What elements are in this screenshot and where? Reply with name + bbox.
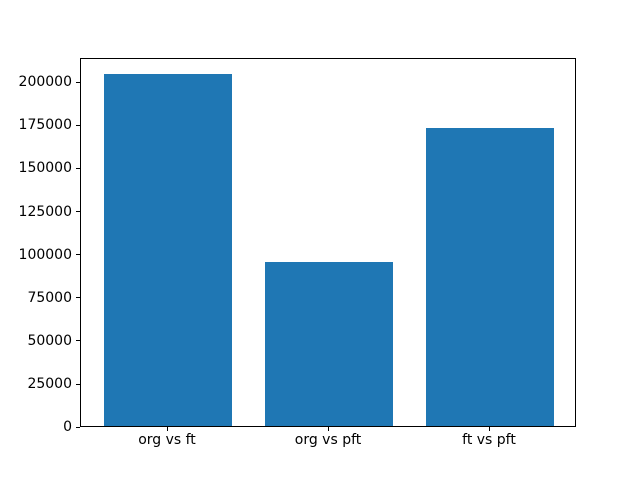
- y-axis-tick-label: 125000: [18, 203, 72, 220]
- plot-area: [80, 57, 576, 428]
- x-axis-category-label: org vs ft: [138, 432, 196, 448]
- bar-org-vs-ft: [103, 74, 233, 427]
- y-axis-tick-mark: [76, 297, 80, 299]
- y-axis-tick-mark: [76, 211, 80, 212]
- y-axis-tick-mark: [76, 167, 80, 169]
- x-axis-tick-mark: [327, 427, 329, 432]
- y-axis-tick-mark: [76, 81, 80, 83]
- bar-ft-vs-pft: [425, 127, 555, 427]
- x-axis-tick-mark: [166, 427, 168, 432]
- y-axis-tick-label: 0: [63, 419, 72, 436]
- x-axis-tick-mark: [488, 427, 490, 432]
- y-axis-tick-mark: [76, 426, 80, 428]
- y-axis-tick-label: 175000: [18, 117, 72, 134]
- y-axis-tick-mark: [76, 254, 80, 256]
- y-axis-tick-label: 75000: [27, 289, 72, 306]
- x-axis-category-label: ft vs pft: [462, 432, 516, 448]
- y-axis-tick-label: 150000: [18, 160, 72, 177]
- x-axis-category-label: org vs pft: [294, 432, 362, 448]
- y-axis-tick-mark: [76, 124, 80, 126]
- y-axis-tick-label: 25000: [27, 376, 72, 393]
- y-axis-tick-mark: [76, 340, 80, 342]
- y-axis-tick-label: 200000: [18, 74, 72, 91]
- bar-org-vs-pft: [264, 262, 394, 427]
- y-axis-tick-label: 50000: [27, 332, 72, 349]
- y-axis-tick-label: 100000: [18, 246, 72, 263]
- y-axis-tick-mark: [76, 383, 80, 385]
